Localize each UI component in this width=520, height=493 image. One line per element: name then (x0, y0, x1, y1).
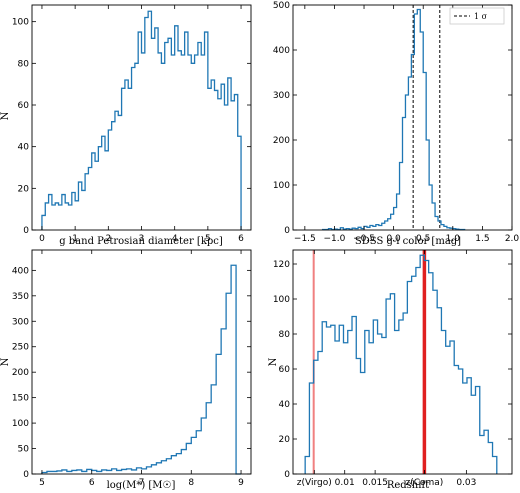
y-tick-label: 350 (12, 292, 29, 302)
ylabel: N (0, 357, 11, 366)
y-tick-label: 100 (12, 419, 29, 429)
x-tick-label: 8 (188, 478, 194, 488)
y-tick-label: 100 (273, 295, 290, 305)
x-tick-label: −1.5 (294, 234, 316, 244)
x-tick-label: 0.5 (416, 234, 430, 244)
x-tick-label: 0.01 (335, 478, 355, 488)
y-tick-label: 60 (279, 365, 291, 375)
x-tick-label: 2 (105, 234, 111, 244)
ylabel: N (268, 357, 279, 366)
plot-area: z(Virgo) 0.01 0.015 z(Coma) 0.03 0 20 40 60 80 100… (273, 249, 513, 488)
y-tick-label: 50 (18, 445, 30, 455)
x-tick-label: −0.5 (353, 234, 375, 244)
y-tick-label: 20 (18, 184, 30, 194)
y-tick-label: 0 (23, 470, 29, 480)
x-tick-label: 4 (172, 234, 178, 244)
y-tick-label: 300 (12, 317, 29, 327)
x-tick-label: 7 (139, 478, 145, 488)
histogram-step (41, 10, 242, 230)
y-tick-label: 400 (12, 266, 29, 276)
y-tick-label: 40 (279, 400, 291, 410)
x-tick-label: z(Coma) (405, 478, 443, 488)
y-tick-label: 200 (273, 136, 290, 146)
y-tick-label: 80 (279, 330, 291, 340)
axes-frame (292, 4, 513, 231)
xlabel: SDSS g-i color [mag] (355, 236, 461, 247)
xlabel: g band Petrosian diameter [kpc] (59, 236, 223, 247)
x-tick-label: 2.0 (505, 234, 520, 244)
ylabel: N (0, 111, 11, 120)
histogram-step (321, 8, 466, 231)
x-tick-label: 1.5 (475, 234, 489, 244)
plot-area: 5 6 7 8 9 0 50 100 150 200 250 300 350 400 (12, 249, 252, 488)
y-tick-label: 500 (273, 1, 290, 11)
y-tick-label: 80 (18, 59, 30, 69)
x-tick-label: 1 (72, 234, 78, 244)
y-tick-label: 20 (279, 435, 291, 445)
panel-stellar-mass: N log(M*) [M☉] 5 6 7 8 9 0 50 100 150 200 250 300 35… (0, 249, 252, 491)
panel-redshift: N Redshift z(Virgo) 0.01 0.015 z(Coma) 0.03 0… (268, 249, 513, 491)
y-tick-label: 250 (12, 343, 29, 353)
y-tick-label: 100 (273, 181, 290, 191)
histogram-step (41, 264, 242, 475)
x-tick-label: 0.0 (386, 234, 401, 244)
panel-petrosian-diameter: N g band Petrosian diameter [kpc] 0 1 2 3 4 5… (0, 4, 252, 247)
y-tick-label: 0 (284, 226, 290, 236)
x-tick-label: 0.015 (362, 478, 388, 488)
y-tick-label: 200 (12, 368, 29, 378)
panel-gi-color: SDSS g-i color [mag] −1.5 −1.0 −0.5 0.0 0.5 1… (273, 1, 520, 247)
y-tick-label: 400 (273, 46, 290, 56)
x-tick-label: z(Virgo) (297, 478, 332, 488)
histogram-step (304, 254, 498, 474)
y-tick-label: 0 (23, 226, 29, 236)
x-tick-label: 5 (39, 478, 45, 488)
legend: 1 σ (449, 7, 505, 25)
x-tick-label: −1.0 (324, 234, 346, 244)
x-tick-label: 3 (139, 234, 145, 244)
y-tick-label: 150 (12, 394, 29, 404)
xlabel: log(M*) [M☉] (107, 480, 176, 491)
y-tick-label: 300 (273, 91, 290, 101)
legend-box (449, 7, 505, 25)
x-tick-label: 6 (238, 234, 244, 244)
x-tick-label: 9 (238, 478, 244, 488)
y-tick-label: 120 (273, 260, 290, 270)
x-tick-label: 6 (89, 478, 95, 488)
x-tick-label: 0 (39, 234, 45, 244)
x-tick-label: 0.03 (456, 478, 476, 488)
y-tick-label: 100 (12, 18, 29, 28)
x-tick-label: 1.0 (446, 234, 461, 244)
axes-frame (31, 249, 252, 475)
y-tick-label: 40 (18, 143, 30, 153)
y-tick-label: 60 (18, 101, 30, 111)
axes-frame (292, 249, 513, 475)
y-tick-label: 0 (284, 470, 290, 480)
legend-label: 1 σ (474, 12, 488, 21)
plot-area: −1.5 −1.0 −0.5 0.0 0.5 1.0 1.5 2.0 0 100 200 300 400… (273, 1, 520, 244)
x-tick-label: 5 (205, 234, 211, 244)
xlabel: Redshift (387, 480, 429, 491)
